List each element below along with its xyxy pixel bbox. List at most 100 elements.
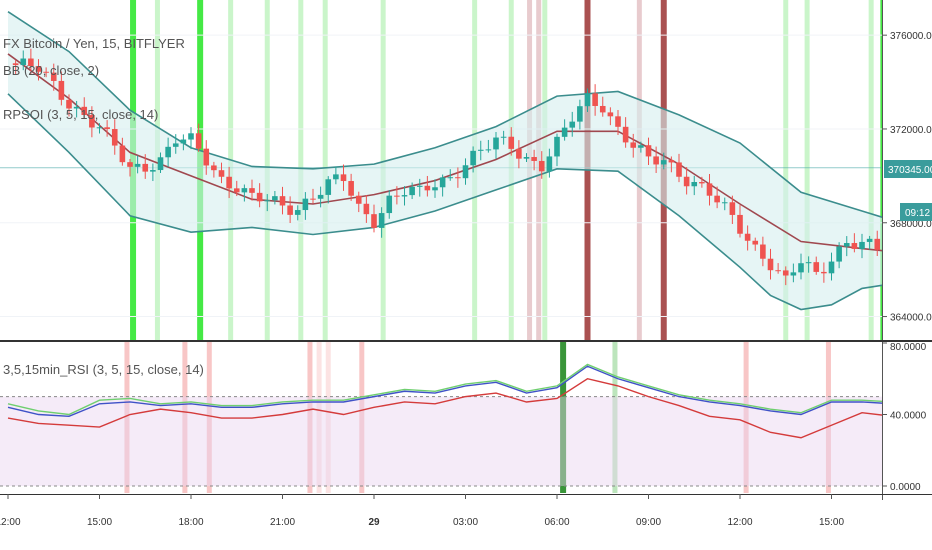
- time-tick-label: 21:00: [270, 517, 295, 528]
- candle-body: [363, 203, 370, 215]
- rsi-legend: 3,5,15min_RSI (3, 5, 15, close, 14): [3, 362, 204, 377]
- candle-body: [172, 143, 179, 147]
- candle-body: [355, 195, 362, 204]
- candle-body: [859, 241, 865, 249]
- candle-body: [721, 202, 728, 204]
- candle-body: [279, 196, 286, 206]
- signal-bar-rsi: [307, 342, 313, 493]
- signal-bar-main: [783, 0, 789, 340]
- price-axis-bg: [882, 0, 932, 550]
- candle-body: [477, 149, 484, 151]
- candle-body: [455, 177, 461, 179]
- signal-bar-rsi: [124, 342, 130, 493]
- time-tick-label: 06:00: [544, 517, 569, 528]
- legend-bb: BB (20, close, 2): [3, 63, 99, 78]
- candle-body: [561, 127, 568, 137]
- candle-body: [493, 137, 499, 150]
- candle-body: [813, 262, 820, 272]
- candle-body: [287, 205, 293, 215]
- candle-body: [310, 198, 316, 200]
- legend-symbol: FX Bitcoin / Yen, 15, BITFLYER: [3, 36, 185, 51]
- candle-body: [828, 261, 835, 274]
- candle-body: [638, 145, 644, 148]
- price-tick-label: 368000.00: [890, 219, 932, 230]
- candle-body: [737, 214, 743, 234]
- candle-body: [432, 187, 438, 191]
- candle-body: [203, 148, 210, 166]
- candle-body: [272, 196, 278, 201]
- candle-body: [89, 114, 95, 128]
- candle-body: [188, 133, 194, 140]
- rsi-pane: [0, 363, 932, 487]
- candle-body: [790, 272, 797, 276]
- candle-body: [668, 160, 675, 163]
- candle-body: [150, 170, 156, 172]
- candle-body: [714, 195, 720, 203]
- candle-body: [508, 136, 515, 149]
- candle-body: [607, 112, 614, 117]
- candle-body: [683, 176, 690, 187]
- candle-body: [340, 174, 347, 182]
- candle-body: [485, 149, 492, 151]
- time-tick-label: 12:00: [0, 517, 21, 528]
- price-tick-label: 364000.00: [890, 313, 932, 324]
- candle-body: [96, 127, 103, 129]
- candle-body: [416, 185, 423, 187]
- candle-body: [142, 163, 149, 172]
- candle-body: [378, 213, 385, 228]
- candle-body: [767, 258, 774, 271]
- candle-body: [264, 200, 271, 202]
- candle-body: [798, 263, 804, 273]
- candle-body: [584, 93, 591, 107]
- rsi-tick-label: 80.0000: [890, 342, 927, 353]
- candle-body: [226, 176, 232, 189]
- candle-body: [462, 165, 469, 179]
- candle-body: [592, 93, 598, 106]
- candle-body: [744, 233, 751, 241]
- candle-body: [73, 106, 80, 109]
- candle-body: [470, 150, 476, 166]
- price-tick-label: 372000.00: [890, 125, 932, 136]
- candle-body: [58, 80, 65, 100]
- signal-bar-rsi: [359, 342, 365, 493]
- candle-body: [622, 126, 629, 143]
- signal-bar-rsi: [325, 342, 331, 493]
- candle-body: [218, 170, 225, 177]
- signal-bar-rsi: [206, 342, 212, 493]
- candle-body: [28, 58, 34, 67]
- price-tick-label: 376000.00: [890, 31, 932, 42]
- candle-body: [241, 188, 248, 193]
- candle-body: [104, 127, 110, 130]
- candle-body: [394, 195, 400, 197]
- legend-rpsoi: RPSOI (3, 5, 15, close, 14): [3, 107, 158, 122]
- candle-body: [127, 162, 133, 167]
- candle-body: [752, 240, 759, 245]
- rsi-band-fill: [0, 396, 882, 486]
- candle-body: [447, 177, 454, 179]
- candle-body: [554, 136, 560, 157]
- candle-body: [538, 160, 545, 172]
- candle-body: [821, 271, 827, 274]
- candle-body: [157, 157, 164, 171]
- signal-bar-main: [804, 0, 810, 340]
- candle-body: [50, 72, 57, 81]
- candle-body: [211, 165, 217, 171]
- main-legend: FX Bitcoin / Yen, 15, BITFLYER BB (20, c…: [3, 36, 185, 122]
- candle-body: [729, 202, 736, 215]
- price-label-current: 370345.00: [884, 160, 932, 178]
- candle-body: [805, 262, 812, 264]
- candle-body: [134, 163, 141, 167]
- candle-body: [676, 162, 682, 177]
- candle-body: [706, 183, 713, 196]
- bollinger-fill: [8, 11, 932, 310]
- candle-body: [439, 177, 446, 188]
- candle-body: [66, 99, 72, 109]
- bollinger-upper: [7, 11, 932, 227]
- countdown-box: [900, 203, 932, 221]
- candle-body: [660, 160, 667, 165]
- candle-body: [401, 195, 408, 197]
- candle-body: [531, 157, 537, 161]
- price-label-text: 370345.00: [888, 165, 932, 176]
- candle-body: [325, 179, 332, 195]
